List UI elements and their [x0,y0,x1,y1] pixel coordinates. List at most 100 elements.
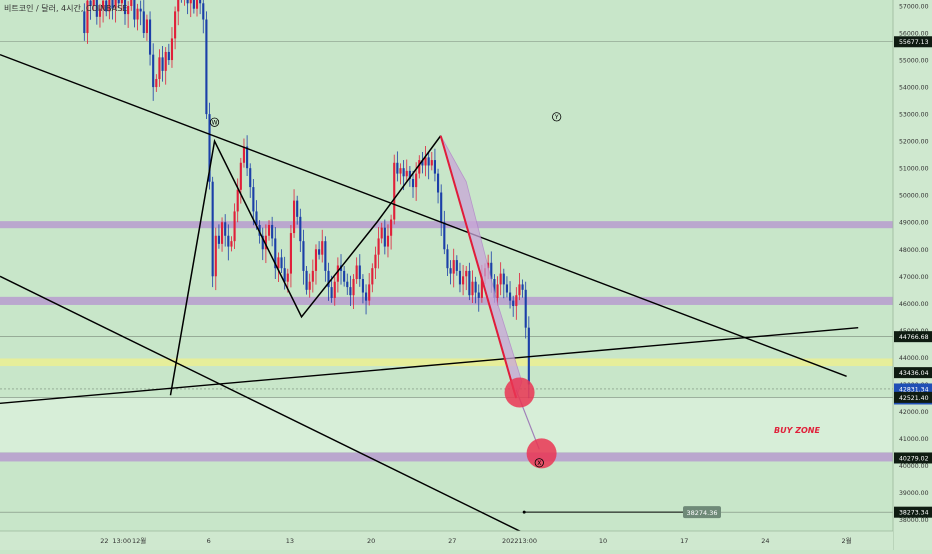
w-pattern-line [169,135,442,396]
candle-body [349,287,352,296]
candle-body [246,146,249,169]
candle-body [343,270,346,282]
price-label-text: 44766.68 [899,334,929,341]
candle-body [299,216,302,242]
candle-body [477,292,480,298]
candle-body [346,281,349,288]
candle-body [508,292,512,301]
candle-body [130,0,133,7]
candle-body [449,268,452,274]
y-tick-label: 47000.00 [899,274,929,281]
price-label-text: 43436.04 [899,370,929,377]
candle-body [446,249,449,269]
wave-label-circle [552,112,562,122]
candle-body [318,249,321,255]
x-tick-label: 2022 [502,537,519,545]
trendline [0,326,859,405]
y-tick-label: 40000.00 [899,463,929,470]
candle-body [202,3,205,20]
y-tick-label: 52000.00 [899,139,929,146]
candle-body [393,162,396,220]
candle-body [227,235,230,247]
x-tick-label: 20 [367,537,375,545]
candle-body [411,178,415,188]
candle-body [239,162,242,190]
candle-body [390,219,393,236]
x-tick-label: 13:00 [518,537,537,545]
candle-body [145,19,148,34]
candle-body [465,270,468,277]
candle-body [458,270,462,285]
candle-body [518,284,521,296]
zone-purple-1 [0,296,893,305]
candle-body [471,281,474,296]
candle-body [289,233,292,274]
candle-body [117,0,120,4]
x-tick-label: 12월 [132,536,146,545]
candle-body [102,0,105,9]
price-label-text: 55677.13 [899,39,929,46]
candle-body [111,0,114,9]
price-marker-text: 38274.36 [686,509,717,517]
candle-body [296,200,299,217]
candle-body [424,157,427,166]
y-tick-label: 55000.00 [899,58,929,65]
candle-body [474,281,477,293]
price-marker-box [683,506,721,519]
x-tick-label: 10 [599,537,607,545]
candle-body [152,54,155,88]
candle-body [355,265,358,280]
candle-body [127,6,130,15]
candle-body [364,292,368,301]
candle-body [114,0,117,9]
candle-body [480,276,483,298]
candle-body [430,160,433,166]
candle-body [86,0,89,34]
candle-body [208,114,211,182]
wave-label: W [212,120,218,127]
candle-body [380,227,383,239]
candle-body [95,0,98,17]
candle-body [195,0,199,9]
candle-body [443,222,446,250]
price-label-text: 38273.34 [899,510,929,517]
y-tick-label: 50000.00 [899,193,929,200]
candle-body [139,8,142,12]
candle-body [408,170,411,179]
candle-body [233,211,236,242]
candle-body [199,0,202,4]
candle-body [308,281,311,290]
candle-body [170,38,174,61]
candle-body [521,284,524,290]
candle-body [336,265,339,282]
wave-label-circle [209,117,220,127]
candle-body [205,19,208,115]
x-tick-label: 27 [448,537,456,545]
y-tick-label: 41000.00 [899,436,929,443]
candle-body [462,276,465,285]
price-marker-dot [522,510,526,514]
price-label-box [894,36,932,48]
candle-body [440,192,443,223]
candle-body [242,146,246,163]
candle-body [433,160,436,174]
price-label-box [894,391,932,403]
candle-body [174,11,177,39]
candle-body [255,211,258,225]
buy-zone-label: BUY ZONE [774,426,820,435]
candle-body [192,0,195,9]
price-label-box [894,452,932,464]
candle-body [264,235,267,250]
candle-body [305,270,308,290]
zone-light-3 [0,397,893,452]
candle-body [271,224,274,239]
candle-body [89,0,92,7]
price-label-box [894,331,932,343]
candle-body [283,268,286,282]
candle-body [421,160,424,166]
candle-body [302,241,305,271]
zone-purple-4 [0,452,893,462]
candle-body [105,0,108,12]
candle-body [314,249,318,271]
